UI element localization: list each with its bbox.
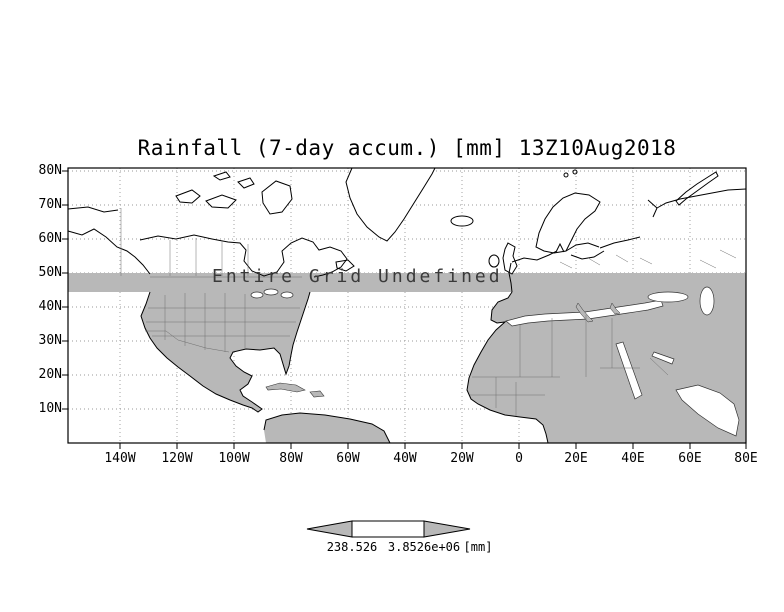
shade-band-50n bbox=[68, 273, 746, 292]
lon-label-80w: 80W bbox=[279, 451, 303, 466]
ireland-outline bbox=[488, 254, 500, 268]
arctic-island-1 bbox=[237, 177, 255, 189]
britain-outline bbox=[502, 242, 518, 275]
left-axis-ticks bbox=[62, 170, 68, 410]
baffin-island bbox=[261, 180, 293, 215]
arctic-russia-coast bbox=[599, 188, 747, 249]
bottom-axis-ticks bbox=[119, 443, 747, 449]
persian-gulf bbox=[651, 351, 675, 365]
france-coast bbox=[508, 262, 513, 293]
greece-peninsula bbox=[609, 302, 621, 315]
plot-title: Rainfall (7-day accum.) [mm] 13Z10Aug201… bbox=[137, 136, 677, 160]
arabia-border bbox=[649, 357, 669, 376]
baltic-coast bbox=[565, 242, 605, 260]
south-europe-peninsulas bbox=[575, 302, 621, 323]
alaska-coast bbox=[67, 228, 151, 275]
lon-label-40w: 40W bbox=[393, 451, 417, 466]
alaska-north-coast bbox=[67, 206, 119, 213]
africa-coast bbox=[466, 291, 549, 444]
lon-label-100w: 100W bbox=[218, 451, 250, 466]
greenland-outline bbox=[345, 167, 436, 242]
colorbar-left-triangle bbox=[306, 520, 353, 538]
lon-label-60e: 60E bbox=[678, 451, 702, 466]
canada-north-coast-hudson-bay bbox=[139, 234, 348, 278]
north-america-shade bbox=[141, 292, 310, 412]
south-america-coast bbox=[263, 412, 391, 444]
europe-borders bbox=[559, 254, 653, 269]
colorbar-arrow bbox=[306, 520, 471, 538]
great-lake-east bbox=[280, 291, 294, 299]
africa-borders-vertical bbox=[519, 315, 613, 377]
black-sea bbox=[647, 291, 689, 303]
lat-label-10n: 10N bbox=[38, 401, 62, 416]
novaya-zemlya bbox=[675, 171, 719, 206]
arabian-sea bbox=[675, 384, 740, 437]
lon-label-120w: 120W bbox=[161, 451, 193, 466]
lat-label-40n: 40N bbox=[38, 299, 62, 314]
colorbar-left-value: 238.526 bbox=[326, 540, 378, 554]
lat-label-70n: 70N bbox=[38, 197, 62, 212]
scandinavia-outline bbox=[535, 192, 601, 254]
north-america-coast bbox=[140, 291, 311, 413]
lat-label-50n: 50N bbox=[38, 265, 62, 280]
lon-label-140w: 140W bbox=[104, 451, 136, 466]
us-mexico-border bbox=[145, 330, 230, 353]
cuba-shade bbox=[265, 382, 306, 393]
lat-label-80n: 80N bbox=[38, 163, 62, 178]
lon-label-20w: 20W bbox=[450, 451, 474, 466]
great-lake-mid bbox=[263, 288, 279, 296]
asia-borders bbox=[699, 249, 737, 269]
great-lake-west bbox=[250, 291, 264, 299]
canada-province-borders bbox=[169, 238, 249, 276]
south-america-shade bbox=[264, 413, 390, 443]
shaded-region bbox=[68, 273, 746, 443]
svalbard-island-2 bbox=[572, 169, 578, 175]
svalbard-island-1 bbox=[563, 172, 569, 178]
coastlines bbox=[67, 169, 747, 444]
undefined-grid-message: Entire Grid Undefined bbox=[212, 266, 503, 287]
us-state-borders-vertical bbox=[164, 293, 246, 352]
lon-label-80e: 80E bbox=[734, 451, 758, 466]
north-europe-coast bbox=[511, 242, 565, 263]
lon-label-20e: 20E bbox=[564, 451, 588, 466]
northern-lands bbox=[175, 167, 719, 275]
caspian-sea bbox=[699, 286, 715, 316]
red-sea bbox=[615, 341, 643, 400]
colorbar-right-value: 3.8526e+06 bbox=[387, 540, 461, 554]
lat-label-60n: 60N bbox=[38, 231, 62, 246]
us-state-borders-horizontal bbox=[146, 307, 300, 337]
colorbar-right-triangle bbox=[423, 520, 471, 538]
banks-island bbox=[175, 189, 201, 204]
lon-label-60w: 60W bbox=[336, 451, 360, 466]
lon-label-0: 0 bbox=[515, 451, 523, 466]
lat-label-20n: 20N bbox=[38, 367, 62, 382]
political-borders bbox=[120, 208, 737, 416]
lat-label-30n: 30N bbox=[38, 333, 62, 348]
colorbar-mid-box bbox=[351, 520, 425, 538]
iceland-outline bbox=[450, 215, 474, 227]
victoria-island bbox=[205, 194, 237, 209]
map-frame bbox=[67, 167, 747, 444]
africa-borders-horizontal bbox=[470, 367, 640, 416]
hispaniola-shade bbox=[309, 390, 325, 398]
africa-eurasia-shade bbox=[467, 292, 746, 443]
lon-label-40e: 40E bbox=[621, 451, 645, 466]
axis-ticks bbox=[62, 170, 747, 449]
colorbar-units: [mm] bbox=[463, 540, 493, 554]
italy-peninsula bbox=[575, 302, 594, 323]
arctic-island-2 bbox=[212, 171, 231, 181]
